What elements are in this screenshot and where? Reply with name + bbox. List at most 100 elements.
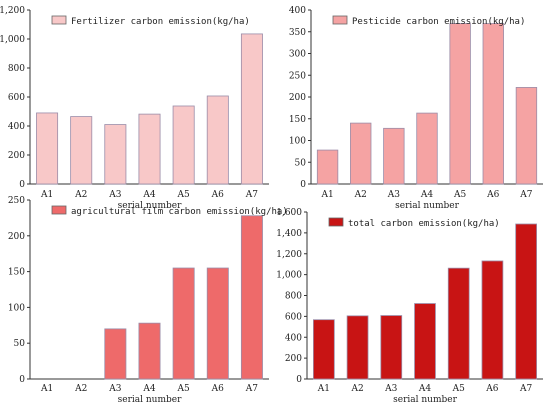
y-tick-label: 200 (289, 93, 306, 103)
bar (515, 87, 538, 185)
bar (240, 215, 263, 380)
legend-label: Fertilizer carbon emission(kg/ha) (71, 17, 250, 27)
y-tick-label: 50 (295, 158, 307, 168)
bar (350, 122, 372, 185)
x-tick-label: A3 (387, 190, 400, 200)
x-tick-label: A6 (485, 384, 498, 394)
legend-label: total carbon emission(kg/ha) (348, 219, 500, 229)
y-tick-label: 150 (289, 115, 306, 125)
y-tick-label: 800 (285, 292, 302, 302)
x-tick-label: A6 (211, 190, 224, 200)
x-tick-label: A3 (384, 384, 397, 394)
bar (482, 23, 504, 185)
x-tick-label: A1 (40, 190, 53, 200)
chart-panel-2: 0 50 100 150 200 250 300 350 400 A1 A2 A3 A4 A5 A6 A7 se… (289, 6, 543, 211)
y-tick-label: 1,600 (276, 208, 302, 218)
bar (383, 127, 405, 185)
x-tick-label: A7 (519, 190, 532, 200)
legend-label: Pesticide carbon emission(kg/ha) (352, 17, 525, 27)
x-tick-label: A5 (177, 384, 190, 394)
y-tick-label: 200 (8, 151, 25, 161)
y-tick-label: 1,400 (276, 229, 302, 239)
y-tick-label: 250 (289, 71, 306, 81)
bar (316, 149, 339, 185)
x-tick-label: A1 (320, 190, 333, 200)
bar (104, 328, 127, 380)
bar (172, 105, 195, 185)
y-tick-label: 200 (285, 354, 302, 364)
x-tick-label: A2 (74, 190, 87, 200)
chart-panel-1: 0 200 400 600 800 1,000 1,200 A1 A2 A3 A4 A5 A6 A7 ser… (0, 6, 269, 211)
bar (70, 116, 93, 185)
x-tick-label: A1 (317, 384, 330, 394)
x-axis-title: serial number (395, 201, 459, 211)
y-tick-label: 200 (8, 232, 25, 242)
x-tick-label: A3 (108, 190, 121, 200)
bar (104, 124, 127, 185)
bar (138, 113, 161, 185)
chart-panel-4: 0 200 400 600 800 1,000 1,200 1,400 1,600 A1 A2 A3 A… (276, 208, 543, 405)
bar (515, 223, 537, 380)
y-tick-label: 150 (8, 268, 25, 278)
legend-label: agricultural film carbon emission(kg/ha) (71, 207, 288, 217)
x-tick-label: A5 (453, 190, 466, 200)
y-tick-label: 400 (289, 6, 306, 16)
x-tick-label: A4 (142, 384, 155, 394)
bar (313, 319, 335, 380)
bar (206, 267, 229, 380)
y-tick-label: 600 (8, 93, 25, 103)
y-tick-label: 100 (8, 303, 25, 313)
x-tick-label: A3 (108, 384, 121, 394)
chart-panel-3: 0 50 100 150 200 250 A1 A2 A3 A4 A5 A6 A7 serial numb… (8, 196, 288, 405)
x-tick-label: A7 (519, 384, 532, 394)
x-tick-label: A4 (418, 384, 431, 394)
bar (481, 260, 504, 380)
y-tick-label: 100 (289, 137, 306, 147)
x-tick-label: A2 (354, 190, 367, 200)
x-tick-label: A5 (452, 384, 465, 394)
y-tick-label: 0 (300, 180, 306, 190)
x-tick-label: A2 (74, 384, 87, 394)
bar (206, 95, 229, 185)
y-tick-label: 350 (289, 28, 306, 38)
x-tick-label: A4 (142, 190, 155, 200)
y-tick-label: 1,000 (276, 271, 302, 281)
y-tick-label: 0 (296, 375, 302, 385)
x-tick-label: A2 (350, 384, 363, 394)
y-tick-label: 0 (19, 375, 25, 385)
x-tick-label: A6 (486, 190, 499, 200)
y-tick-label: 1,000 (0, 35, 25, 45)
y-tick-label: 400 (285, 333, 302, 343)
x-tick-label: A7 (245, 384, 258, 394)
x-tick-label: A6 (211, 384, 224, 394)
y-tick-label: 1,200 (0, 6, 25, 16)
y-tick-label: 800 (8, 64, 25, 74)
y-tick-label: 1,200 (276, 250, 302, 260)
y-tick-label: 250 (8, 196, 25, 206)
y-tick-label: 0 (19, 180, 25, 190)
legend-swatch (328, 217, 344, 227)
x-axis-title: serial number (393, 395, 457, 405)
legend-swatch (51, 15, 67, 25)
legend-swatch (332, 15, 348, 25)
bar (36, 112, 59, 185)
bar (380, 315, 403, 380)
bar (138, 322, 161, 380)
bar (240, 33, 263, 185)
bar (414, 303, 436, 380)
bar (449, 23, 471, 185)
bar (416, 112, 438, 185)
bar (346, 315, 369, 380)
y-tick-label: 400 (8, 122, 25, 132)
y-tick-label: 50 (14, 339, 26, 349)
x-tick-label: A1 (40, 384, 53, 394)
legend-swatch (51, 205, 67, 215)
x-axis-title: serial number (118, 201, 182, 211)
x-axis-title: serial number (118, 395, 182, 405)
x-tick-label: A5 (177, 190, 190, 200)
y-tick-label: 600 (285, 312, 302, 322)
y-tick-label: 300 (289, 50, 306, 60)
x-tick-label: A4 (420, 190, 433, 200)
bar (447, 267, 470, 380)
